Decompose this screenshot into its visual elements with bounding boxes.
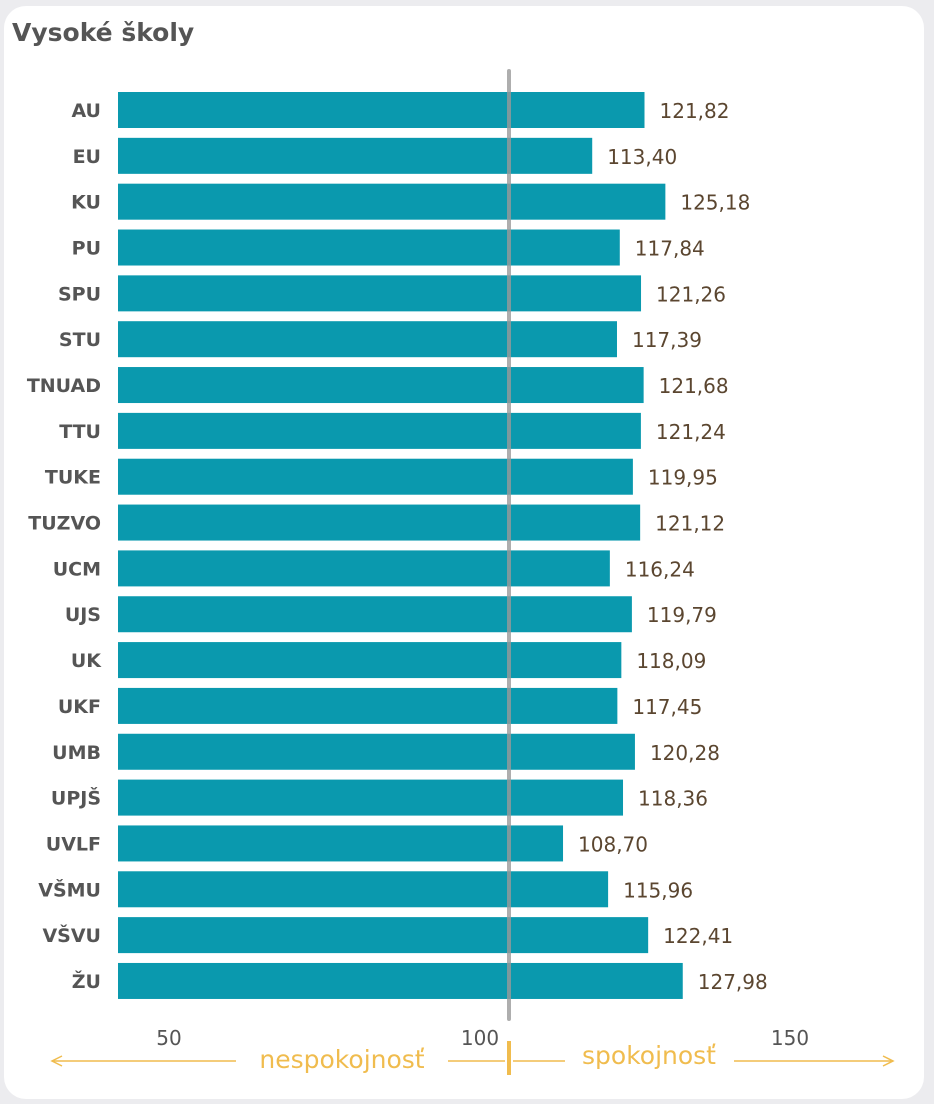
value-label: 121,82 xyxy=(660,99,730,123)
category-label: SPU xyxy=(58,283,101,305)
category-label: VŠMU xyxy=(38,877,101,901)
category-label: UK xyxy=(71,650,102,672)
bar-eu xyxy=(118,137,593,174)
category-label: TTU xyxy=(59,421,101,443)
bar-všvu xyxy=(118,917,649,954)
bars-group xyxy=(118,92,683,999)
x-tick-label: 150 xyxy=(771,1026,809,1050)
bar-tuke xyxy=(118,458,633,495)
bar-ttu xyxy=(118,412,641,449)
value-label: 113,40 xyxy=(607,145,677,169)
category-label: UJS xyxy=(65,604,101,626)
bar-ujs xyxy=(118,596,632,633)
value-label: 108,70 xyxy=(578,832,648,856)
category-label: UCM xyxy=(53,558,101,580)
value-label: 125,18 xyxy=(680,191,750,215)
category-label: PU xyxy=(72,238,101,260)
bar-umb xyxy=(118,733,635,770)
bar-všmu xyxy=(118,871,609,908)
value-label: 118,36 xyxy=(638,787,708,811)
value-label: 119,95 xyxy=(648,466,718,490)
category-label: AU xyxy=(71,100,101,122)
category-label: STU xyxy=(59,329,101,351)
bar-žu xyxy=(118,962,683,999)
scale-left-arrowhead xyxy=(50,1055,63,1067)
value-label: 119,79 xyxy=(647,603,717,627)
category-label: EU xyxy=(73,146,101,168)
category-label: KU xyxy=(71,192,101,214)
bar-uvlf xyxy=(118,825,564,862)
category-label: TUZVO xyxy=(28,513,101,535)
value-label: 117,39 xyxy=(632,328,702,352)
value-label: 116,24 xyxy=(625,557,695,581)
category-label: TNUAD xyxy=(27,375,101,397)
x-tick-label: 100 xyxy=(461,1026,499,1050)
value-label: 117,84 xyxy=(635,237,705,261)
bar-upjš xyxy=(118,779,624,816)
bar-uk xyxy=(118,642,622,679)
category-label: UVLF xyxy=(46,833,101,855)
bar-stu xyxy=(118,321,617,358)
bar-au xyxy=(118,92,645,128)
bar-ukf xyxy=(118,687,618,724)
bar-ku xyxy=(118,183,666,220)
category-labels-group: AU EU KU PU SPU STU TNUAD TTU TUKE TUZVO UCM UJS UK U… xyxy=(27,100,102,993)
bar-pu xyxy=(118,229,620,266)
category-label: UMB xyxy=(52,742,101,764)
satisfaction-label: spokojnosť xyxy=(582,1041,716,1070)
satisfaction-scale: nespokojnosť spokojnosť xyxy=(50,1041,895,1075)
chart-title: Vysoké školy xyxy=(12,18,195,47)
bar-tuzvo xyxy=(118,504,641,541)
scale-right-arrowhead xyxy=(882,1055,895,1067)
value-label: 121,24 xyxy=(656,420,726,444)
bar-spu xyxy=(118,275,642,312)
x-tick-label: 50 xyxy=(156,1026,181,1050)
value-label: 121,12 xyxy=(655,512,725,536)
dissatisfaction-label: nespokojnosť xyxy=(259,1045,424,1074)
category-label: UKF xyxy=(58,696,101,718)
value-label: 121,26 xyxy=(656,282,726,306)
category-label: VŠVU xyxy=(42,923,101,947)
value-label: 120,28 xyxy=(650,741,720,765)
x-axis-group: 50 100 150 xyxy=(156,1026,809,1050)
value-label: 121,68 xyxy=(659,374,729,398)
category-label: ŽU xyxy=(72,970,101,993)
value-label: 122,41 xyxy=(663,924,733,948)
category-label: TUKE xyxy=(45,467,101,489)
value-label: 115,96 xyxy=(623,878,693,902)
value-label: 118,09 xyxy=(636,649,706,673)
value-label: 127,98 xyxy=(698,970,768,994)
value-label: 117,45 xyxy=(632,695,702,719)
bar-tnuad xyxy=(118,367,644,404)
category-label: UPJŠ xyxy=(51,786,101,810)
bar-ucm xyxy=(118,550,610,587)
